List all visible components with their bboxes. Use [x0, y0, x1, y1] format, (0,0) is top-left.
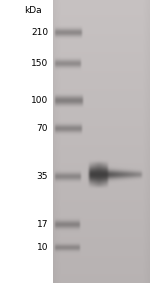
Text: kDa: kDa — [24, 6, 42, 15]
Text: 10: 10 — [36, 243, 48, 252]
Text: 35: 35 — [36, 172, 48, 181]
Text: 100: 100 — [31, 96, 48, 105]
Text: 150: 150 — [31, 59, 48, 68]
Text: 17: 17 — [36, 220, 48, 230]
Text: 210: 210 — [31, 28, 48, 37]
Text: 70: 70 — [36, 124, 48, 133]
